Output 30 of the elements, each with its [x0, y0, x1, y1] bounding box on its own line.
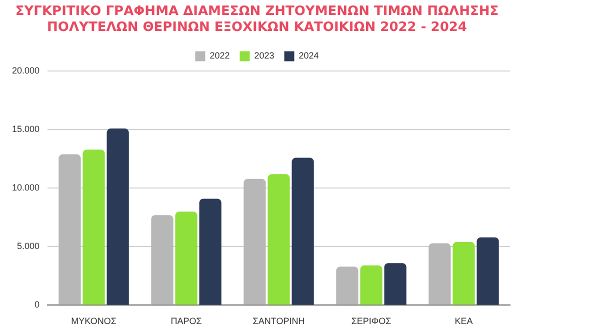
y-tick-label: 10.000 — [12, 182, 40, 193]
bar — [428, 243, 451, 305]
bar — [384, 263, 406, 305]
bar — [292, 158, 314, 305]
bar — [151, 215, 174, 305]
bar — [106, 128, 129, 305]
bar — [175, 212, 198, 305]
bar — [58, 154, 81, 305]
text: ΠΟΛΥΤΕΛΩΝ ΘΕΡΙΝΩΝ ΕΞΟΧΙΚΩΝ ΚΑΤΟΙΚΙΩΝ 2022 - 2024 — [47, 20, 467, 35]
bar — [244, 178, 266, 305]
bar — [268, 174, 290, 305]
x-tick-label: ΣΑΝΤΟΡΙΝΗ — [252, 316, 305, 326]
y-tick-label: 5.000 — [16, 241, 40, 252]
legend-label: 2023 — [254, 50, 274, 61]
x-tick-label: ΚΕΑ — [454, 316, 473, 326]
y-tick-label: 20.000 — [12, 66, 40, 76]
x-tick-label: ΠΑΡΟΣ — [170, 316, 202, 326]
text: ΣΥΓΚΡΙΤΙΚΟ ΓΡΑΦΗΜΑ ΔΙΑΜΕΣΩΝ ΖΗΤΟΥΜΕΝΩΝ ΤΙΜΩΝ ΠΩΛΗΣΗΣ — [15, 4, 499, 20]
y-tick-label: 0 — [34, 300, 40, 310]
bar — [452, 242, 475, 305]
bar — [199, 198, 222, 305]
bar — [82, 150, 105, 305]
bar — [360, 265, 382, 305]
x-tick-label: ΣΕΡΙΦΟΣ — [351, 316, 392, 326]
y-tick-label: 15.000 — [12, 124, 40, 134]
legend-label: 2024 — [298, 50, 319, 61]
bar — [476, 237, 499, 305]
legend-label: 2022 — [210, 50, 230, 61]
x-tick-label: ΜΥΚΟΝΟΣ — [71, 316, 117, 326]
bar — [336, 266, 358, 305]
